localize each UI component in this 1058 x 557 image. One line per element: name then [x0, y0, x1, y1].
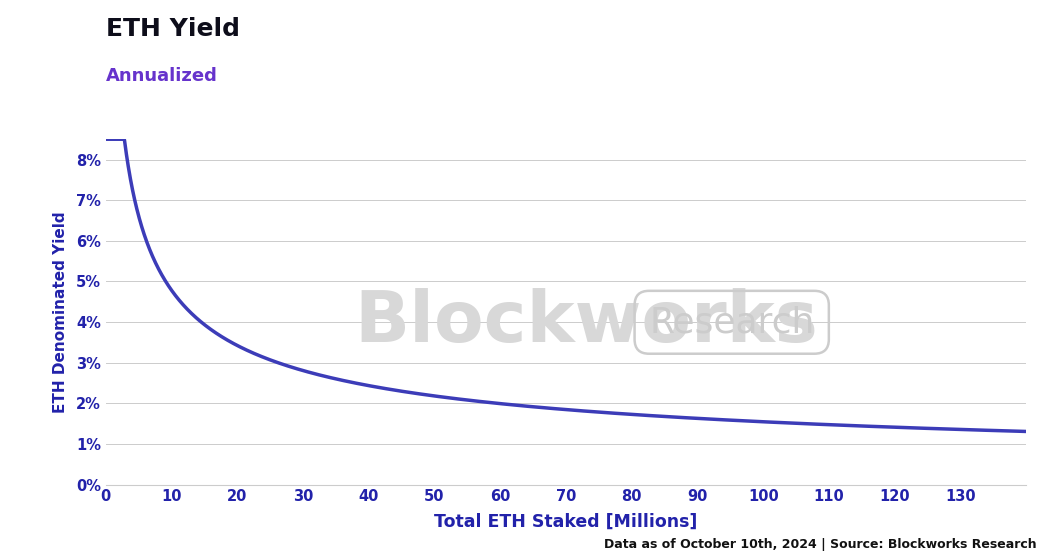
Text: ETH Yield: ETH Yield: [106, 17, 240, 41]
Text: Data as of October 10th, 2024 | Source: Blockworks Research: Data as of October 10th, 2024 | Source: …: [604, 539, 1037, 551]
Text: Blockworks: Blockworks: [354, 288, 818, 357]
Y-axis label: ETH Denominated Yield: ETH Denominated Yield: [53, 211, 68, 413]
Text: Research: Research: [649, 305, 815, 339]
X-axis label: Total ETH Staked [Millions]: Total ETH Staked [Millions]: [435, 513, 697, 531]
Text: Annualized: Annualized: [106, 67, 218, 85]
